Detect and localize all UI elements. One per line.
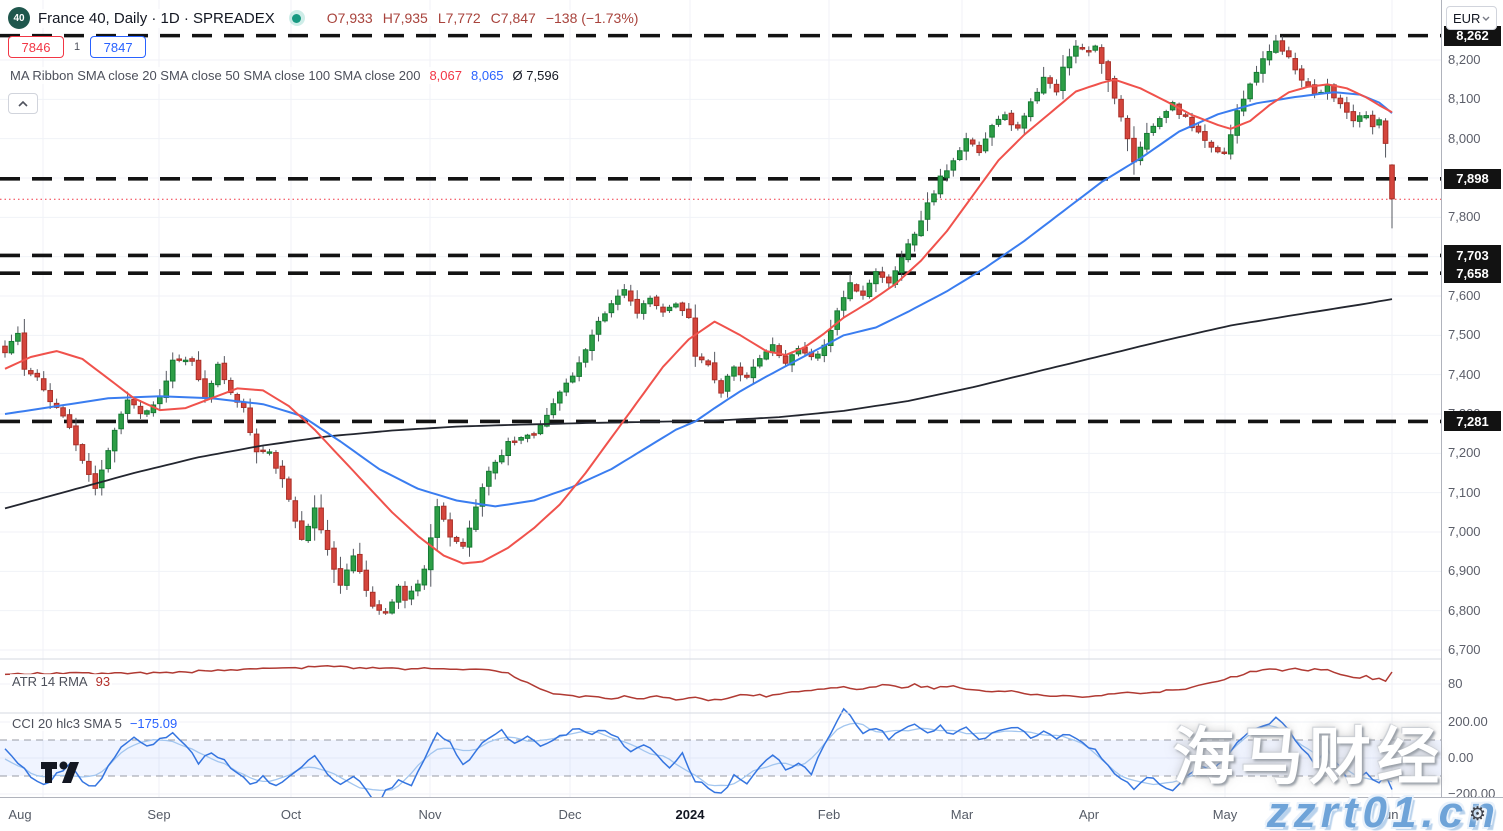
price-tick: 7,400 [1448,366,1481,382]
ohlc-open: O7,933 [326,10,373,26]
cci-label: CCI 20 hlc3 SMA 5 [12,716,122,731]
currency-value: EUR [1453,10,1481,26]
collapse-legend-button[interactable] [8,93,38,114]
time-tick: Apr [1078,807,1100,822]
symbol-row[interactable]: 40 France 40, Daily · 1D · SPREADEX O7,9… [8,7,639,29]
watermark-url: zzrt01.cn [1266,788,1500,831]
atr-legend[interactable]: ATR 14 RMA 93 [10,674,113,689]
price-axis[interactable]: 8,2008,1008,0007,9007,8007,7007,6007,500… [1441,0,1503,801]
price-tick: 6,800 [1448,602,1481,618]
ohlc-low: L7,772 [437,10,481,26]
ohlc-values: O7,933 H7,935 L7,772 C7,847 −138 (−1.73%… [326,10,639,26]
ohlc-close: C7,847 [490,10,536,26]
cci-tick: 200.00 [1448,714,1488,729]
cci-value: −175.09 [129,716,178,731]
time-tick: Dec [558,807,582,822]
price-level-label: 7,658 [1444,263,1501,284]
price-level-label: 7,898 [1444,168,1501,189]
price-level-label: 7,281 [1444,411,1501,432]
time-tick: Oct [280,807,302,822]
price-tick: 7,600 [1448,288,1481,303]
bid-ask-row: 7846 1 7847 [8,36,638,58]
symbol-logo: 40 [8,7,30,29]
time-tick: Nov [418,807,442,822]
gear-icon[interactable]: ⚙ [1468,804,1486,825]
atr-tick: 80 [1448,676,1463,691]
ohlc-change: −138 (−1.73%) [545,10,639,26]
tradingview-logo[interactable] [40,757,86,787]
chevron-up-icon [18,100,28,107]
cci-tick: 0.00 [1448,750,1474,765]
price-tick: 7,100 [1448,484,1481,500]
price-level-label: 8,262 [1444,25,1501,46]
price-tick: 6,900 [1448,563,1481,579]
time-tick: 2024 [675,807,705,822]
price-level-label: 7,703 [1444,245,1501,266]
price-tick: 8,100 [1448,91,1481,107]
ma-slow-value: 8,065 [471,68,504,83]
chevron-down-icon [1482,16,1490,21]
currency-selector[interactable]: EUR [1446,6,1497,30]
price-tick: 7,500 [1448,327,1481,343]
time-tick: May [1212,807,1238,822]
watermark-cn: 海马财经 [1172,723,1445,792]
symbol-title[interactable]: France 40, Daily · 1D · SPREADEX [36,8,277,28]
time-tick: Jun [1377,807,1399,822]
atr-value: 93 [95,674,111,689]
time-axis[interactable]: Aug Sep Oct Nov Dec 2024 Feb Mar Apr May Jun [0,797,1503,831]
price-tick: 8,200 [1448,52,1481,67]
time-tick: Mar [950,807,974,822]
spread-value: 1 [74,41,81,53]
ma-ribbon-legend[interactable]: MA Ribbon SMA close 20 SMA close 50 SMA … [8,67,561,84]
price-tick: 6,700 [1448,642,1481,657]
atr-label: ATR 14 RMA [12,674,88,689]
time-tick: Feb [817,807,841,822]
time-tick: Aug [8,807,32,822]
ma-fast-value: 8,067 [429,68,462,83]
price-tick: 7,200 [1448,445,1481,461]
chart-legend: 40 France 40, Daily · 1D · SPREADEX O7,9… [8,7,639,114]
ohlc-high: H7,935 [382,10,428,26]
cci-legend[interactable]: CCI 20 hlc3 SMA 5 −175.09 [10,716,180,731]
price-tick: 8,000 [1448,130,1481,146]
price-tick: 7,000 [1448,524,1481,539]
ma-ribbon-label: MA Ribbon SMA close 20 SMA close 50 SMA … [10,68,421,83]
buy-button[interactable]: 7847 [90,36,147,58]
sell-button[interactable]: 7846 [8,36,64,58]
price-tick: 7,800 [1448,209,1481,225]
market-status-icon[interactable] [288,10,305,26]
ma-average-value: Ø 7,596 [512,68,559,83]
time-tick: Sep [147,807,171,822]
